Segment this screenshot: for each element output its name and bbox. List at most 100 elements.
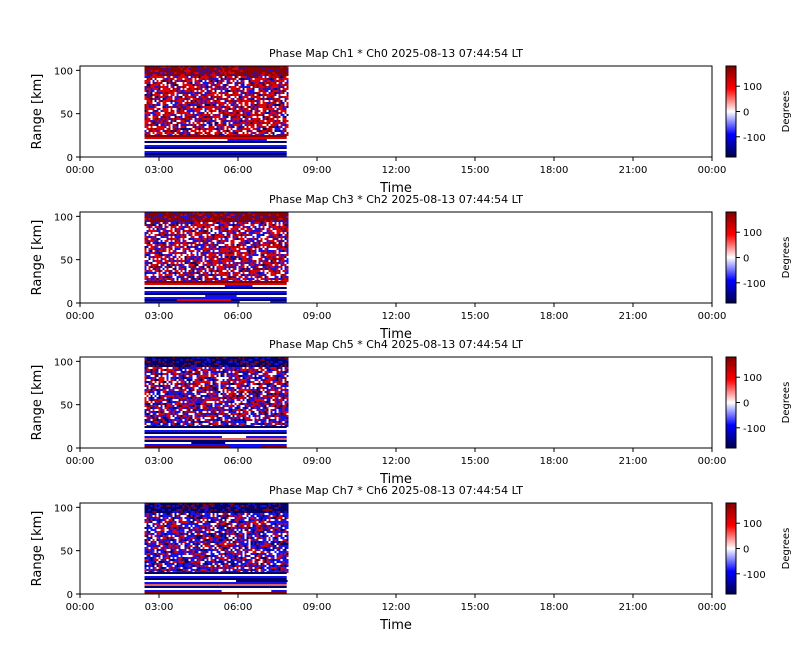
heatmap-cell: [208, 222, 211, 224]
heatmap-cell: [188, 236, 191, 238]
heatmap-cell: [274, 98, 277, 100]
heatmap-cell: [198, 226, 201, 228]
heatmap-cell: [236, 268, 239, 270]
heatmap-cell: [254, 250, 257, 252]
heatmap-cell: [272, 124, 275, 126]
heatmap-stripe: [227, 139, 267, 141]
heatmap-cell: [220, 78, 223, 80]
heatmap-cell: [198, 98, 201, 100]
heatmap-cell: [180, 128, 183, 130]
heatmap-cell: [250, 98, 253, 100]
heatmap-cell: [160, 116, 163, 118]
heatmap-cell: [228, 270, 231, 272]
heatmap-cell: [172, 268, 175, 270]
heatmap-cell: [208, 88, 211, 90]
heatmap-cell: [250, 276, 253, 278]
heatmap-cell: [174, 262, 177, 264]
heatmap-cell: [248, 98, 251, 100]
heatmap-cell: [226, 82, 229, 84]
heatmap-cell: [156, 226, 159, 228]
heatmap-cell: [158, 68, 161, 70]
heatmap-cell: [272, 78, 275, 80]
heatmap-cell: [168, 238, 171, 240]
heatmap-cell: [212, 226, 215, 228]
heatmap-cell: [210, 98, 213, 100]
heatmap-cell: [196, 112, 199, 114]
heatmap-cell: [232, 218, 235, 220]
heatmap-cell: [204, 118, 207, 120]
heatmap-cell: [230, 126, 233, 128]
heatmap-cell: [240, 270, 243, 272]
heatmap-cell: [146, 260, 149, 262]
heatmap-cell: [222, 90, 225, 92]
heatmap-cell: [172, 220, 175, 222]
heatmap-cell: [278, 230, 281, 232]
heatmap-cell: [156, 118, 159, 120]
heatmap-cell: [174, 256, 177, 258]
heatmap-cell: [162, 86, 165, 88]
heatmap-cell: [276, 274, 279, 276]
heatmap-cell: [282, 88, 285, 90]
heatmap-cell: [214, 76, 217, 78]
heatmap-cell: [154, 274, 157, 276]
heatmap-cell: [244, 72, 247, 74]
heatmap-cell: [200, 234, 203, 236]
heatmap-cell: [246, 82, 249, 84]
heatmap-cell: [250, 76, 253, 78]
heatmap-cell: [148, 128, 151, 130]
heatmap-cell: [262, 68, 265, 70]
heatmap-cell: [238, 218, 241, 220]
heatmap-cell: [268, 234, 271, 236]
heatmap-cell: [266, 132, 269, 134]
heatmap-cell: [156, 260, 159, 262]
heatmap-cell: [204, 132, 207, 134]
heatmap-cell: [204, 218, 207, 220]
heatmap-cell: [216, 218, 219, 220]
heatmap-cell: [186, 92, 189, 94]
heatmap-cell: [176, 84, 179, 86]
heatmap-cell: [272, 276, 275, 278]
heatmap-cell: [172, 92, 175, 94]
heatmap-cell: [178, 262, 181, 264]
heatmap-cell: [154, 250, 157, 252]
heatmap-cell: [164, 250, 167, 252]
heatmap-cell: [196, 220, 199, 222]
heatmap-cell: [234, 82, 237, 84]
heatmap-cell: [168, 94, 171, 96]
heatmap-cell: [144, 242, 147, 244]
heatmap-cell: [170, 68, 173, 70]
heatmap-cell: [234, 112, 237, 114]
heatmap-cell: [228, 114, 231, 116]
heatmap-cell: [166, 254, 169, 256]
heatmap-cell: [234, 272, 237, 274]
heatmap-cell: [244, 110, 247, 112]
heatmap-cell: [146, 230, 149, 232]
heatmap-cell: [266, 228, 269, 230]
heatmap-cell: [182, 80, 185, 82]
heatmap-cell: [174, 70, 177, 72]
heatmap-cell: [180, 212, 183, 214]
heatmap-cell: [170, 74, 173, 76]
heatmap-cell: [172, 100, 175, 102]
heatmap-cell: [240, 104, 243, 106]
heatmap-cell: [278, 224, 281, 226]
heatmap-cell: [206, 250, 209, 252]
heatmap-cell: [168, 114, 171, 116]
heatmap-cell: [158, 104, 161, 106]
heatmap-cell: [252, 126, 255, 128]
heatmap-cell: [256, 218, 259, 220]
heatmap-cell: [188, 72, 191, 74]
heatmap-cell: [284, 68, 287, 70]
heatmap-cell: [286, 234, 289, 236]
heatmap-cell: [170, 234, 173, 236]
heatmap-cell: [212, 126, 215, 128]
heatmap-cell: [226, 106, 229, 108]
heatmap-cell: [252, 122, 255, 124]
heatmap-cell: [220, 74, 223, 76]
heatmap-cell: [184, 76, 187, 78]
heatmap-cell: [228, 118, 231, 120]
heatmap-cell: [194, 256, 197, 258]
heatmap-cell: [258, 112, 261, 114]
heatmap-cell: [176, 252, 179, 254]
heatmap-cell: [178, 276, 181, 278]
